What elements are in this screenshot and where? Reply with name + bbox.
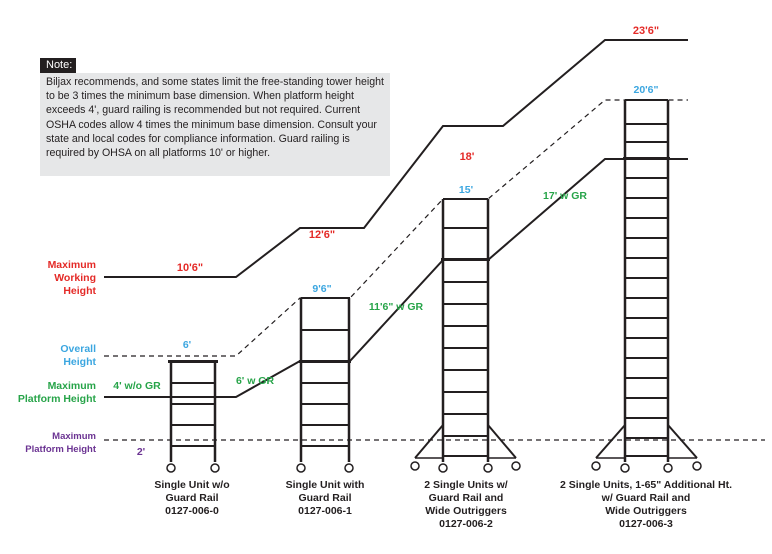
note-text: Biljax recommends, and some states limit… — [40, 73, 390, 176]
platform-height-value-2: 6' w GR — [236, 375, 275, 387]
unit-3-caption-line-3: Wide Outriggers — [425, 505, 507, 517]
working-height-value-3: 18' — [460, 151, 475, 163]
unit-2-caption-line-3: 0127-006-1 — [298, 505, 352, 517]
overall-height-label-1: Overall — [60, 343, 96, 355]
overall-height-label-2: Height — [63, 356, 96, 368]
scaffold-unit-1 — [166, 360, 220, 473]
max-working-height-label-2: Working — [54, 272, 96, 284]
max-platform-height-label-2: Platform Height — [18, 393, 97, 405]
unit-1-caption-line-3: 0127-006-0 — [165, 505, 219, 517]
overall-height-value-3: 15' — [459, 184, 473, 196]
unit-3-caption-line-4: 0127-006-2 — [439, 518, 493, 530]
unit-2-caption-line-1: Single Unit with — [286, 479, 365, 491]
max-platform-height-label-1: Maximum — [48, 380, 96, 392]
unit-2-caption-line-2: Guard Rail — [298, 492, 351, 504]
unit-4-caption-line-2: w/ Guard Rail and — [601, 492, 691, 504]
scaffold-unit-3 — [410, 198, 521, 473]
max-working-height-label-1: Maximum — [48, 259, 96, 271]
unit-3-caption-line-1: 2 Single Units w/ — [424, 479, 508, 491]
working-height-value-4: 23'6" — [633, 25, 659, 37]
unit-4-caption-line-3: Wide Outriggers — [605, 505, 687, 517]
unit-4-caption-line-4: 0127-006-3 — [619, 518, 673, 530]
unit-4-caption-line-1: 2 Single Units, 1-65" Additional Ht. — [560, 479, 732, 491]
min-platform-height-label-2: Platform Height — [25, 444, 97, 455]
working-height-line — [104, 39, 688, 278]
overall-height-line — [104, 99, 688, 357]
working-height-value-1: 10'6" — [177, 262, 203, 274]
overall-height-value-4: 20'6" — [634, 84, 659, 96]
min-platform-height-value: 2' — [137, 446, 145, 458]
working-height-value-2: 12'6" — [309, 229, 335, 241]
platform-height-value-1: 4' w/o GR — [113, 380, 161, 392]
unit-1-caption-line-1: Single Unit w/o — [154, 479, 229, 491]
unit-1-caption-line-2: Guard Rail — [165, 492, 218, 504]
note-title: Note: — [40, 58, 76, 73]
scaffold-unit-2 — [296, 297, 354, 473]
platform-height-value-3: 11'6" w GR — [369, 301, 424, 313]
overall-height-value-1: 6' — [183, 339, 191, 351]
max-working-height-label-3: Height — [63, 285, 96, 297]
overall-height-value-2: 9'6" — [312, 283, 331, 295]
min-platform-height-label-1: Maximum — [52, 431, 96, 442]
platform-height-value-4: 17' w GR — [543, 190, 587, 202]
scaffold-unit-4 — [591, 99, 702, 473]
platform-height-line — [104, 158, 688, 398]
unit-3-caption-line-2: Guard Rail and — [429, 492, 504, 504]
